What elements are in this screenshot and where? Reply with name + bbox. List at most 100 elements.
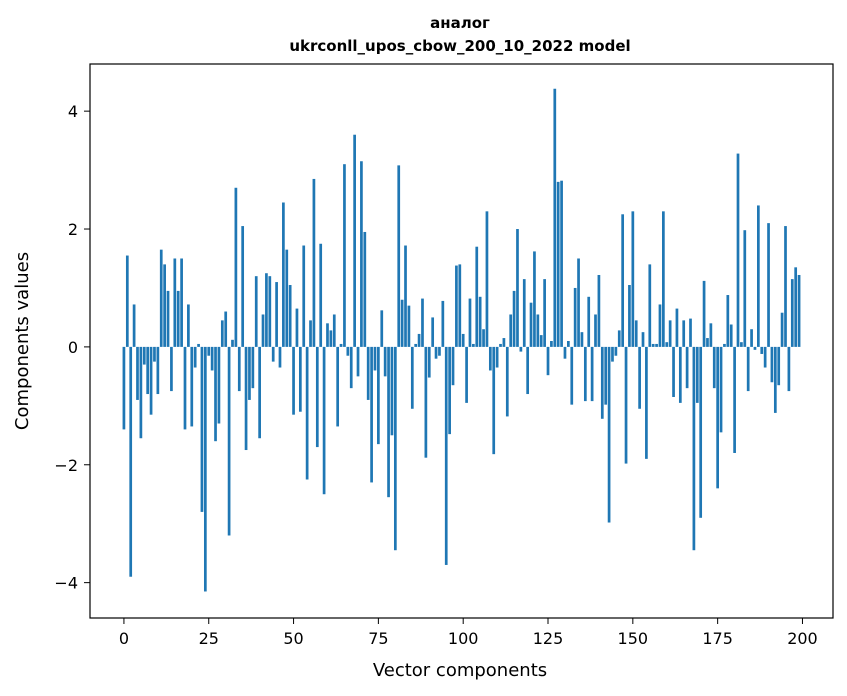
bar-57: [315, 346, 319, 448]
bar-98: [455, 265, 458, 347]
bar-181: [736, 153, 740, 347]
bar-122: [536, 314, 540, 347]
bar-81: [397, 165, 401, 347]
bar-96: [448, 346, 451, 435]
bar-68: [353, 134, 356, 347]
bar-197: [790, 279, 794, 347]
bar-24: [203, 346, 207, 592]
bar-112: [502, 338, 506, 347]
bar-64: [339, 343, 343, 347]
bar-23: [200, 346, 204, 512]
bar-178: [726, 295, 730, 347]
bar-192: [773, 346, 777, 413]
bar-5: [139, 346, 143, 439]
bar-62: [332, 314, 336, 347]
bar-189: [763, 346, 767, 368]
bar-110: [495, 346, 499, 368]
bar-106: [482, 329, 485, 347]
x-tick-label: 100: [448, 629, 479, 648]
bar-31: [227, 346, 231, 536]
bar-87: [417, 333, 421, 347]
bar-56: [312, 178, 316, 347]
bar-50: [292, 346, 295, 415]
bar-169: [695, 346, 699, 403]
bar-183: [743, 230, 747, 347]
bar-117: [519, 346, 523, 352]
bar-67: [349, 346, 353, 389]
y-tick-label: 2: [68, 220, 78, 239]
bar-29: [220, 320, 224, 347]
bar-72: [366, 346, 370, 400]
bar-125: [546, 346, 550, 376]
bar-0: [122, 346, 126, 430]
bar-1: [125, 255, 129, 347]
bar-129: [560, 180, 563, 347]
bar-91: [431, 317, 435, 347]
x-tick-label: 50: [283, 629, 303, 648]
bar-185: [750, 329, 753, 347]
bar-45: [275, 282, 278, 347]
y-axis-label: Components values: [12, 252, 33, 430]
bar-158: [658, 304, 662, 347]
bar-116: [516, 229, 519, 347]
y-tick-label: 0: [68, 338, 78, 357]
bar-63: [336, 346, 340, 427]
bar-21: [193, 346, 197, 368]
bar-160: [665, 342, 669, 347]
bar-11: [159, 249, 163, 347]
bar-95: [444, 346, 448, 565]
bar-94: [441, 300, 445, 347]
bar-43: [268, 276, 272, 347]
bar-14: [170, 346, 173, 392]
bar-15: [173, 258, 177, 347]
bar-147: [621, 214, 625, 347]
bar-51: [295, 308, 299, 347]
bar-92: [434, 346, 438, 359]
x-tick-label: 200: [787, 629, 818, 648]
bar-182: [740, 342, 743, 347]
x-tick-label: 25: [199, 629, 219, 648]
bar-198: [794, 267, 798, 347]
bar-100: [461, 333, 465, 347]
bar-184: [746, 346, 750, 392]
bar-83: [404, 245, 407, 347]
bar-19: [187, 304, 190, 347]
bar-44: [271, 346, 275, 362]
bar-88: [421, 298, 424, 347]
bar-180: [733, 346, 736, 453]
bar-86: [414, 343, 418, 347]
bar-199: [797, 274, 801, 347]
y-tick-label: −4: [54, 574, 78, 593]
x-axis-label: Vector components: [373, 660, 547, 681]
bar-89: [424, 346, 428, 458]
bar-25: [207, 346, 211, 356]
chart-title: аналог: [430, 14, 490, 32]
bar-157: [655, 343, 658, 347]
bar-32: [231, 339, 234, 347]
bar-52: [298, 346, 302, 412]
bar-65: [343, 164, 346, 347]
bar-30: [224, 311, 228, 347]
bar-49: [288, 285, 292, 347]
bar-33: [234, 187, 238, 347]
bar-130: [563, 346, 567, 359]
bar-114: [509, 314, 513, 347]
bar-66: [346, 346, 350, 356]
bar-60: [326, 323, 329, 347]
bar-153: [641, 332, 645, 347]
bar-124: [543, 279, 546, 347]
bar-35: [241, 226, 245, 347]
x-tick-label: 0: [119, 629, 129, 648]
bar-82: [400, 299, 404, 347]
bar-39: [254, 276, 258, 347]
bar-171: [702, 280, 706, 347]
bar-166: [685, 346, 689, 389]
bar-70: [360, 161, 363, 347]
bar-170: [699, 346, 703, 518]
bar-159: [662, 211, 665, 347]
bar-73: [370, 346, 373, 483]
bar-145: [614, 346, 618, 356]
bar-195: [784, 226, 787, 347]
bar-102: [468, 298, 472, 347]
bar-173: [709, 323, 713, 347]
